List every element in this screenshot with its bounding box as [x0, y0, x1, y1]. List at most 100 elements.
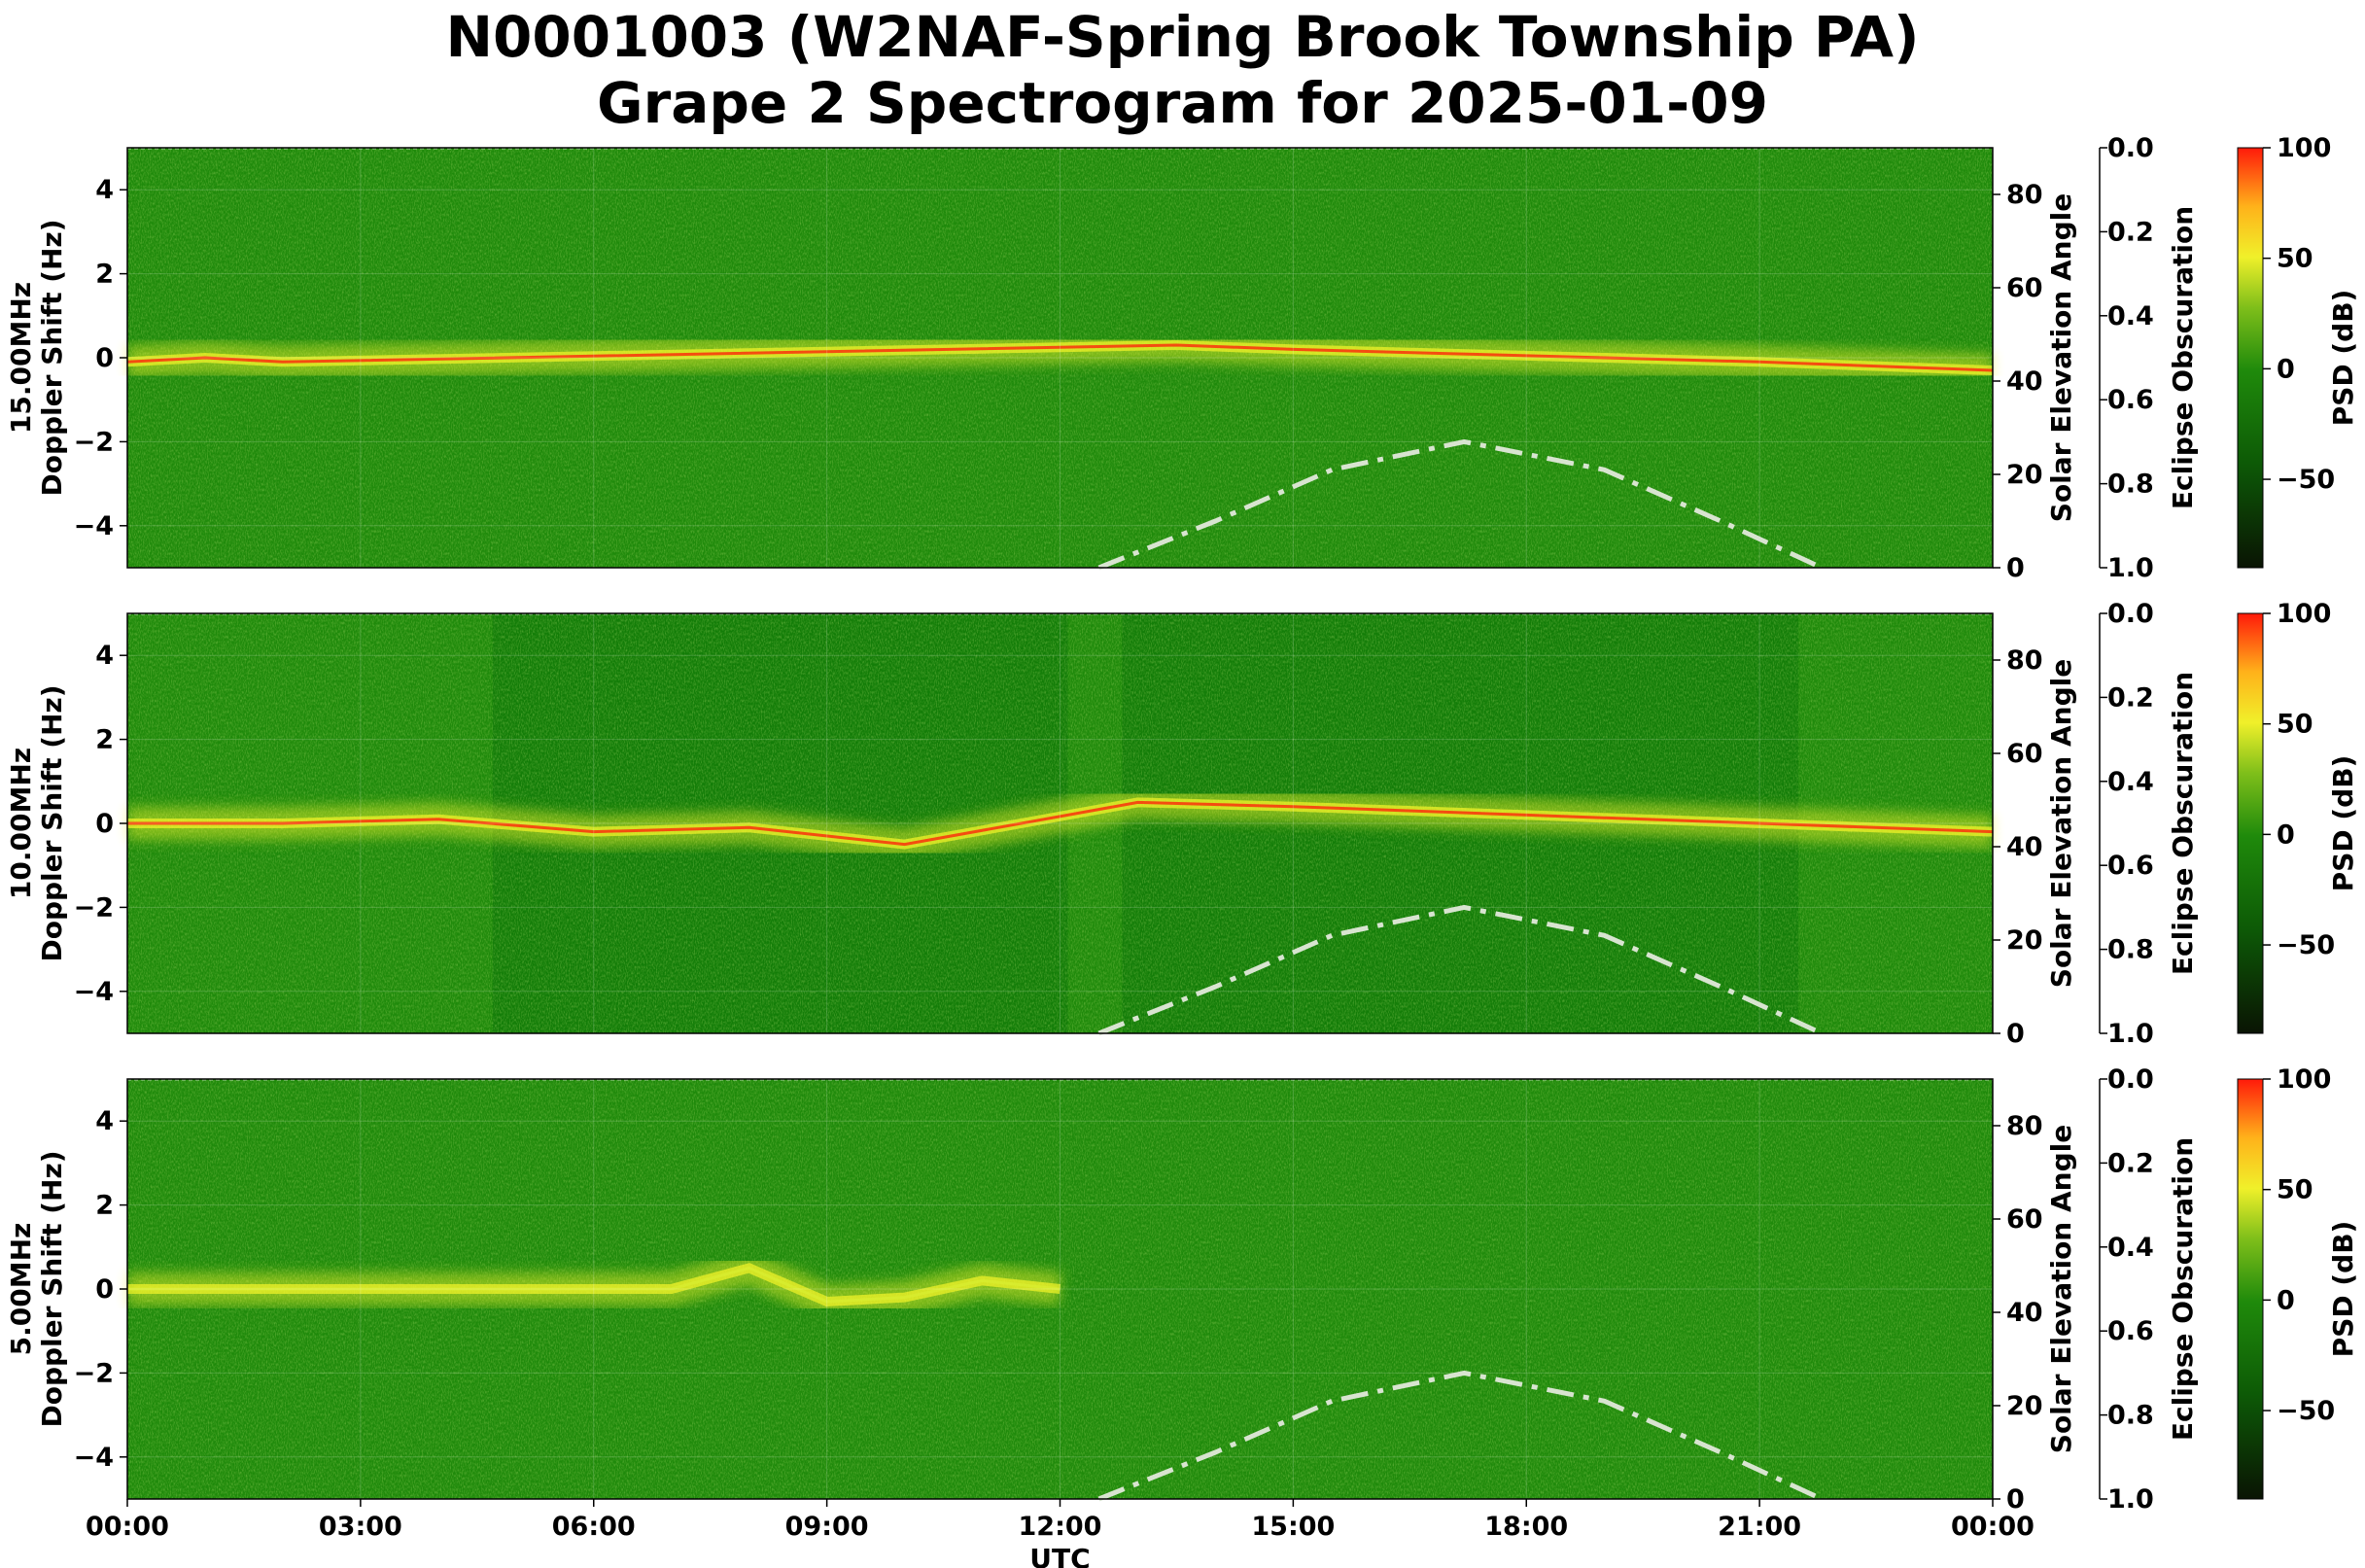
colorbar-tick-label: 100 — [2277, 599, 2331, 629]
y-tick-label: 4 — [95, 641, 114, 671]
eclipse-tick-label: 0.8 — [2107, 1401, 2154, 1431]
eclipse-tick-label: 0.6 — [2107, 385, 2154, 415]
y-tick-label: −4 — [74, 511, 114, 541]
y-tick-label: 0 — [95, 1274, 114, 1305]
x-tick-label: 03:00 — [319, 1512, 402, 1542]
colorbar-tick-label: 100 — [2277, 1064, 2331, 1095]
panel-5-00mhz: 420−2−45.00MHz Doppler Shift (Hz)02040608… — [5, 1064, 2359, 1568]
panel-15-00mhz: 420−2−415.00MHz Doppler Shift (Hz)0204060… — [5, 133, 2359, 583]
colorbar-tick-label: 0 — [2277, 354, 2295, 384]
colorbar-tick-label: 50 — [2277, 244, 2313, 274]
y-tick-label: 0 — [95, 343, 114, 373]
doppler-trace — [127, 800, 1994, 847]
y-tick-label: 2 — [95, 1191, 114, 1221]
y-tick-label: −2 — [74, 892, 114, 923]
eclipse-tick-label: 0.0 — [2107, 599, 2154, 629]
x-tick-label: 06:00 — [552, 1512, 636, 1542]
eclipse-tick-label: 0.0 — [2107, 133, 2154, 163]
eclipse-tick-label: 1.0 — [2107, 1484, 2154, 1515]
y-axis-label: Doppler Shift (Hz) — [36, 684, 68, 961]
y-tick-label: 2 — [95, 725, 114, 755]
solar-tick-label: 80 — [2006, 1111, 2043, 1141]
solar-tick-label: 20 — [2006, 925, 2043, 956]
solar-tick-label: 60 — [2006, 739, 2043, 769]
eclipse-tick-label: 0.8 — [2107, 470, 2154, 500]
y-tick-label: −2 — [74, 427, 114, 457]
x-tick-label: 18:00 — [1484, 1512, 1568, 1542]
solar-tick-label: 20 — [2006, 460, 2043, 490]
y-tick-label: −4 — [74, 1443, 114, 1473]
x-tick-label: 15:00 — [1251, 1512, 1335, 1542]
solar-tick-label: 0 — [2006, 1019, 2025, 1049]
eclipse-tick-label: 0.8 — [2107, 935, 2154, 965]
eclipse-tick-label: 0.4 — [2107, 301, 2154, 331]
y-tick-label: 4 — [95, 175, 114, 205]
psd-colorbar — [2237, 147, 2264, 569]
colorbar-tick-label: 100 — [2277, 133, 2331, 163]
doppler-trace — [127, 1266, 1061, 1304]
y-axis-label: Doppler Shift (Hz) — [36, 1150, 68, 1427]
y-tick-label: −2 — [74, 1358, 114, 1388]
solar-tick-label: 60 — [2006, 1204, 2043, 1235]
solar-elevation-curve — [1097, 904, 1824, 1036]
psd-colorbar — [2237, 1078, 2264, 1500]
colorbar-tick-label: 0 — [2277, 819, 2295, 850]
x-tick-label: 00:00 — [1951, 1512, 2035, 1542]
colorbar-tick-label: −50 — [2277, 465, 2335, 495]
colorbar-tick-label: 0 — [2277, 1285, 2295, 1315]
eclipse-tick-label: 0.0 — [2107, 1064, 2154, 1095]
eclipse-tick-label: 1.0 — [2107, 1019, 2154, 1049]
x-axis-label: UTC — [1029, 1543, 1090, 1568]
title-line-2: Grape 2 Spectrogram for 2025-01-09 — [597, 70, 1768, 136]
eclipse-axis-label: Eclipse Obscuration — [2167, 672, 2199, 975]
solar-tick-label: 20 — [2006, 1391, 2043, 1421]
eclipse-tick-label: 0.6 — [2107, 1316, 2154, 1346]
eclipse-tick-label: 0.4 — [2107, 767, 2154, 797]
eclipse-axis-label: Eclipse Obscuration — [2167, 206, 2199, 509]
band-label: 15.00MHz — [5, 282, 37, 434]
colorbar-tick-label: 50 — [2277, 710, 2313, 740]
solar-tick-label: 80 — [2006, 645, 2043, 676]
colorbar-tick-label: −50 — [2277, 1396, 2335, 1426]
band-label: 10.00MHz — [5, 748, 37, 899]
solar-elevation-curve — [1097, 438, 1824, 571]
title-line-1: N0001003 (W2NAF-Spring Brook Township PA… — [445, 4, 1920, 70]
colorbar-label: PSD (dB) — [2327, 290, 2359, 427]
eclipse-tick-label: 1.0 — [2107, 553, 2154, 583]
eclipse-tick-label: 0.2 — [2107, 1148, 2154, 1178]
y-tick-label: 4 — [95, 1106, 114, 1136]
colorbar-tick-label: −50 — [2277, 930, 2335, 960]
doppler-trace — [126, 343, 1994, 372]
y-tick-label: 0 — [95, 809, 114, 839]
x-tick-label: 21:00 — [1718, 1512, 1801, 1542]
colorbar-label: PSD (dB) — [2327, 1221, 2359, 1358]
eclipse-tick-label: 0.2 — [2107, 682, 2154, 713]
solar-tick-label: 0 — [2006, 553, 2025, 583]
solar-axis-label: Solar Elevation Angle — [2045, 659, 2077, 988]
x-tick-label: 00:00 — [86, 1512, 169, 1542]
solar-axis-label: Solar Elevation Angle — [2045, 193, 2077, 522]
solar-tick-label: 0 — [2006, 1484, 2025, 1515]
psd-colorbar — [2237, 612, 2264, 1034]
band-label: 5.00MHz — [5, 1223, 37, 1356]
eclipse-tick-label: 0.2 — [2107, 217, 2154, 247]
chart-title: N0001003 (W2NAF-Spring Brook Township PA… — [0, 0, 2365, 136]
solar-tick-label: 60 — [2006, 273, 2043, 303]
solar-tick-label: 40 — [2006, 1298, 2043, 1328]
colorbar-tick-label: 50 — [2277, 1175, 2313, 1205]
y-axis-label: Doppler Shift (Hz) — [36, 219, 68, 496]
y-tick-label: 2 — [95, 260, 114, 290]
solar-elevation-curve — [1097, 1370, 1824, 1502]
solar-axis-label: Solar Elevation Angle — [2045, 1125, 2077, 1453]
solar-tick-label: 40 — [2006, 832, 2043, 862]
solar-tick-label: 40 — [2006, 366, 2043, 397]
eclipse-axis-label: Eclipse Obscuration — [2167, 1137, 2199, 1441]
x-tick-label: 09:00 — [785, 1512, 869, 1542]
x-tick-label: 12:00 — [1019, 1512, 1102, 1542]
y-tick-label: −4 — [74, 977, 114, 1007]
eclipse-tick-label: 0.4 — [2107, 1233, 2154, 1263]
eclipse-tick-label: 0.6 — [2107, 851, 2154, 881]
colorbar-label: PSD (dB) — [2327, 755, 2359, 892]
panel-10-00mhz: 420−2−410.00MHz Doppler Shift (Hz)0204060… — [5, 599, 2359, 1049]
